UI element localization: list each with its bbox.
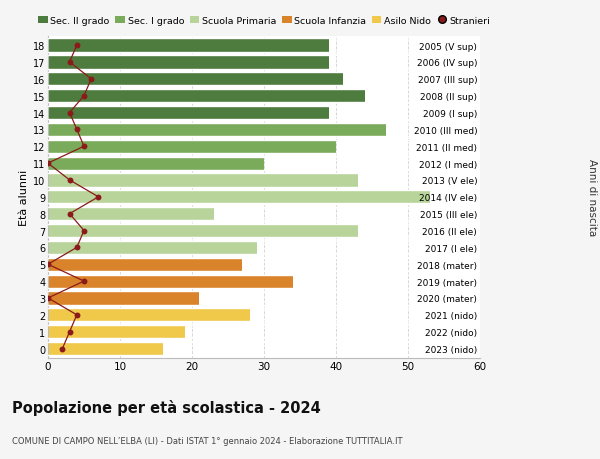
Point bbox=[65, 211, 74, 218]
Bar bbox=[48, 191, 430, 204]
Bar bbox=[48, 207, 214, 221]
Point bbox=[65, 328, 74, 336]
Point bbox=[79, 143, 89, 151]
Point bbox=[43, 295, 53, 302]
Point bbox=[72, 312, 82, 319]
Bar bbox=[48, 73, 343, 86]
Point bbox=[79, 227, 89, 235]
Bar bbox=[48, 275, 293, 288]
Point bbox=[58, 345, 67, 353]
Point bbox=[65, 59, 74, 67]
Point bbox=[43, 160, 53, 168]
Point bbox=[79, 278, 89, 285]
Point bbox=[43, 261, 53, 269]
Bar bbox=[48, 106, 329, 120]
Text: COMUNE DI CAMPO NELL’ELBA (LI) - Dati ISTAT 1° gennaio 2024 - Elaborazione TUTTI: COMUNE DI CAMPO NELL’ELBA (LI) - Dati IS… bbox=[12, 436, 403, 445]
Bar bbox=[48, 258, 242, 271]
Bar bbox=[48, 308, 250, 322]
Point bbox=[72, 42, 82, 50]
Point bbox=[79, 93, 89, 100]
Point bbox=[65, 177, 74, 184]
Bar bbox=[48, 157, 264, 170]
Bar bbox=[48, 292, 199, 305]
Point bbox=[86, 76, 96, 83]
Bar bbox=[48, 39, 329, 52]
Text: Anni di nascita: Anni di nascita bbox=[587, 159, 597, 236]
Bar bbox=[48, 241, 257, 254]
Bar bbox=[48, 174, 358, 187]
Point bbox=[65, 110, 74, 117]
Bar bbox=[48, 224, 358, 238]
Point bbox=[72, 126, 82, 134]
Bar bbox=[48, 123, 386, 137]
Bar bbox=[48, 56, 329, 69]
Bar bbox=[48, 140, 336, 153]
Y-axis label: Età alunni: Età alunni bbox=[19, 169, 29, 225]
Text: Popolazione per età scolastica - 2024: Popolazione per età scolastica - 2024 bbox=[12, 399, 321, 415]
Bar bbox=[48, 90, 365, 103]
Bar bbox=[48, 342, 163, 355]
Point bbox=[94, 194, 103, 201]
Bar bbox=[48, 325, 185, 338]
Point bbox=[72, 244, 82, 252]
Legend: Sec. II grado, Sec. I grado, Scuola Primaria, Scuola Infanzia, Asilo Nido, Stran: Sec. II grado, Sec. I grado, Scuola Prim… bbox=[38, 17, 490, 26]
